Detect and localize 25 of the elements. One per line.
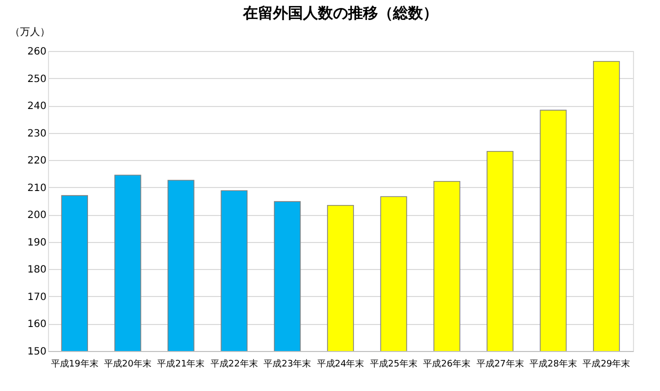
y-tick-label: 240 [27,101,46,112]
chart-title: 在留外国人数の推移（総数） [242,4,438,22]
y-tick-label: 230 [27,128,46,140]
x-tick-label: 平成20年末 [104,358,152,370]
y-tick-label: 190 [27,237,46,248]
y-axis-title: （万人） [10,27,50,38]
x-tick-label: 平成21年末 [157,358,205,370]
x-tick-label: 平成23年末 [264,358,312,370]
x-tick-label: 平成29年末 [582,358,630,370]
y-tick-label: 210 [27,182,46,194]
x-tick-label: 平成19年末 [50,358,98,370]
y-tick-label: 220 [27,156,46,167]
x-tick-label: 平成22年末 [210,358,258,370]
x-tick-label: 平成24年末 [316,358,364,370]
x-tick-label: 平成25年末 [370,358,418,370]
y-tick-label: 150 [27,346,46,358]
x-tick-label: 平成26年末 [423,358,471,370]
y-tick-label: 160 [27,319,46,330]
y-tick-label: 260 [27,46,46,58]
y-tick-label: 170 [27,292,46,303]
y-tick-label: 250 [27,74,46,85]
x-tick-label: 平成27年末 [476,358,524,370]
x-tick-label: 平成28年末 [530,358,577,370]
y-tick-label: 200 [27,210,46,222]
y-tick-label: 180 [27,264,46,276]
